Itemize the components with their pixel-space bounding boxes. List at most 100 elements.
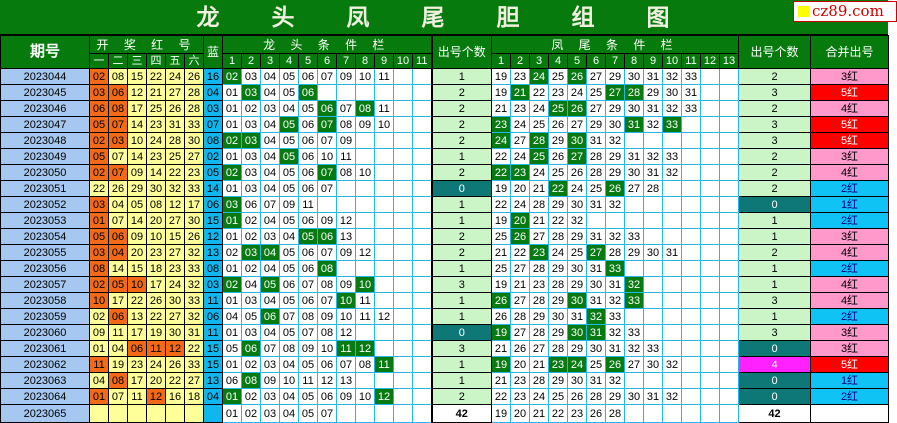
tail-count-cell: 0 — [738, 372, 811, 389]
head-candidate-cell: 05 — [279, 212, 299, 229]
tail-candidate-cell — [719, 260, 739, 277]
red-number-cell: 12 — [146, 388, 166, 405]
tail-candidate-cell — [643, 324, 663, 341]
tail-count-cell: 2 — [738, 100, 811, 117]
head-candidate-cell — [336, 180, 356, 197]
header-period: 期号 — [0, 35, 90, 69]
tail-candidate-cell: 32 — [586, 308, 606, 325]
tail-candidate-cell: 25 — [529, 148, 549, 165]
merged-count-cell: 4红 — [810, 276, 889, 293]
red-number-cell: 18 — [184, 388, 204, 405]
red-number-cell: 30 — [184, 132, 204, 149]
header-tail-col: 2 — [510, 53, 530, 69]
head-candidate-cell: 04 — [260, 244, 280, 261]
header-tail-group: 凤 尾 条 件 栏 — [491, 35, 739, 54]
head-candidate-cell: 09 — [336, 388, 356, 405]
head-candidate-cell — [412, 404, 432, 423]
tail-candidate-cell: 32 — [605, 292, 625, 309]
tail-candidate-cell: 33 — [662, 148, 682, 165]
head-candidate-cell: 07 — [317, 68, 337, 85]
tail-candidate-cell: 27 — [529, 228, 549, 245]
blue-number-cell: 15 — [203, 340, 223, 357]
table-row: 2023058 10 17 22 26 30 33 11 01 03 04 05 06 07 10 11 1 26… — [0, 292, 889, 309]
tail-candidate-cell: 26 — [567, 388, 587, 405]
head-candidate-cell — [374, 324, 394, 341]
head-candidate-cell: 03 — [260, 388, 280, 405]
head-candidate-cell: 10 — [336, 308, 356, 325]
header-head-col: 2 — [241, 53, 261, 69]
period-cell: 2023061 — [0, 340, 90, 357]
head-candidate-cell: 03 — [241, 148, 261, 165]
head-candidate-cell — [355, 196, 375, 213]
red-number-cell: 15 — [127, 260, 147, 277]
head-count-cell: 2 — [430, 132, 492, 149]
tail-candidate-cell: 31 — [681, 84, 701, 101]
tail-candidate-cell: 25 — [567, 244, 587, 261]
head-candidate-cell: 06 — [241, 196, 261, 213]
head-candidate-cell — [412, 308, 432, 325]
tail-candidate-cell — [700, 228, 720, 245]
head-candidate-cell: 08 — [298, 308, 318, 325]
head-candidate-cell — [412, 180, 432, 197]
head-candidate-cell: 10 — [374, 116, 394, 133]
tail-candidate-cell — [681, 260, 701, 277]
red-number-cell: 23 — [146, 148, 166, 165]
head-count-cell: 1 — [430, 292, 492, 309]
blue-number-cell: 08 — [203, 132, 223, 149]
tail-candidate-cell: 33 — [662, 116, 682, 133]
head-candidate-cell — [355, 132, 375, 149]
head-candidate-cell — [412, 244, 432, 261]
period-cell: 2023044 — [0, 68, 90, 85]
head-candidate-cell: 08 — [317, 260, 337, 277]
red-number-cell: 17 — [184, 196, 204, 213]
header-head-col: 7 — [336, 53, 356, 69]
head-candidate-cell: 08 — [241, 372, 261, 389]
red-number-cell: 27 — [184, 148, 204, 165]
tail-candidate-cell: 21 — [491, 100, 511, 117]
head-candidate-cell: 05 — [222, 340, 242, 357]
head-candidate-cell — [412, 292, 432, 309]
head-candidate-cell — [374, 132, 394, 149]
tail-candidate-cell: 32 — [643, 148, 663, 165]
tail-candidate-cell: 26 — [548, 116, 568, 133]
red-number-cell: 22 — [165, 372, 185, 389]
blue-number-cell: 06 — [203, 196, 223, 213]
head-count-cell: 1 — [430, 260, 492, 277]
tail-candidate-cell — [700, 68, 720, 85]
tail-candidate-cell: 28 — [529, 132, 549, 149]
tail-candidate-cell: 21 — [510, 84, 530, 101]
red-number-cell: 27 — [165, 84, 185, 101]
head-candidate-cell: 06 — [222, 372, 242, 389]
red-number-cell: 12 — [127, 84, 147, 101]
head-candidate-cell: 03 — [241, 132, 261, 149]
tail-candidate-cell: 26 — [605, 180, 625, 197]
head-candidate-cell: 02 — [241, 228, 261, 245]
tail-candidate-cell: 32 — [662, 100, 682, 117]
head-candidate-cell: 05 — [241, 308, 261, 325]
merged-count-cell: 2红 — [810, 260, 889, 277]
header-tail-col: 7 — [605, 53, 625, 69]
red-number-cell: 05 — [108, 276, 128, 293]
head-candidate-cell: 01 — [222, 228, 242, 245]
red-number-cell: 26 — [184, 228, 204, 245]
head-candidate-cell — [412, 212, 432, 229]
head-candidate-cell — [393, 132, 413, 149]
tail-candidate-cell: 32 — [662, 164, 682, 181]
red-number-cell: 09 — [127, 164, 147, 181]
blue-number-cell: 04 — [203, 388, 223, 405]
head-candidate-cell: 01 — [222, 180, 242, 197]
head-candidate-cell: 06 — [279, 276, 299, 293]
tail-candidate-cell — [719, 132, 739, 149]
red-number-cell: 07 — [108, 164, 128, 181]
red-number-cell: 20 — [146, 212, 166, 229]
red-number-cell: 14 — [108, 260, 128, 277]
tail-candidate-cell: 24 — [567, 356, 587, 373]
head-candidate-cell: 11 — [374, 68, 394, 85]
tail-count-cell: 42 — [738, 404, 811, 423]
red-number-cell: 07 — [108, 388, 128, 405]
tail-candidate-cell: 24 — [548, 244, 568, 261]
head-candidate-cell — [412, 132, 432, 149]
head-candidate-cell: 04 — [279, 404, 299, 423]
blue-number-cell: 11 — [203, 292, 223, 309]
tail-candidate-cell — [719, 404, 739, 423]
